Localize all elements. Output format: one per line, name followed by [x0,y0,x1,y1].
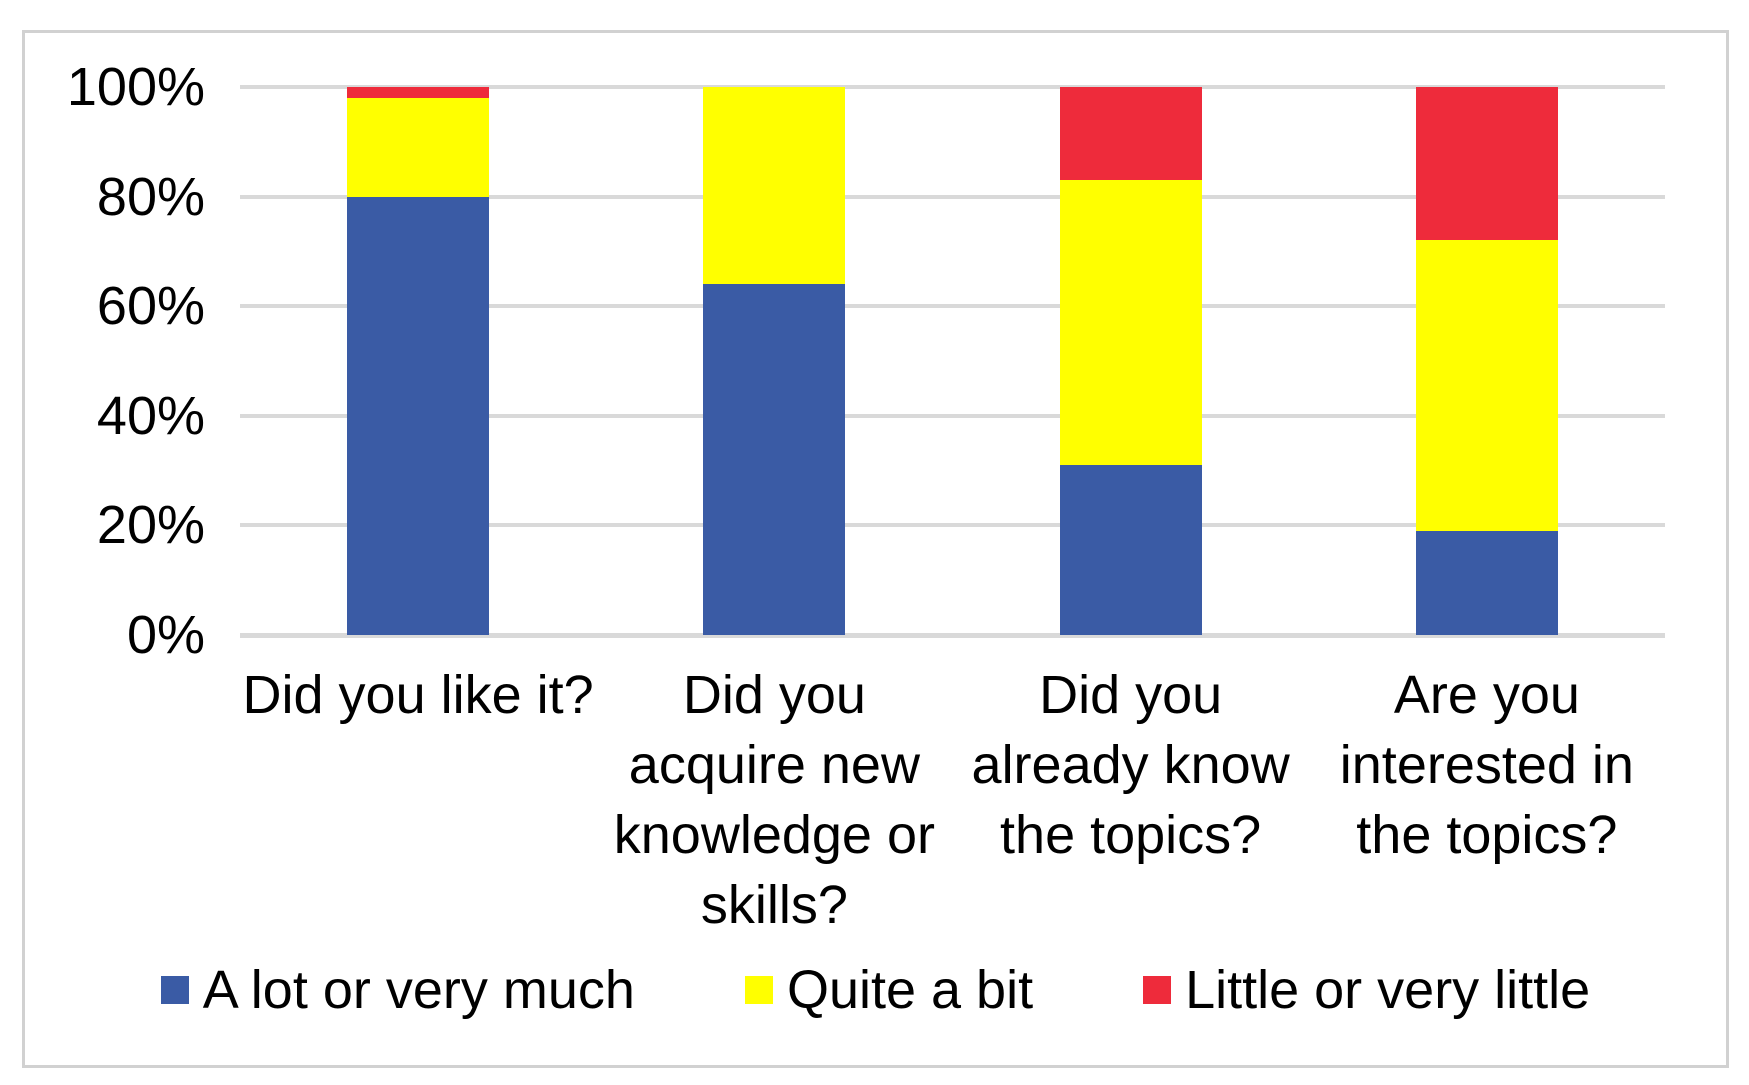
category-label-line: skills? [700,875,848,935]
legend-label: Quite a bit [786,960,1034,1020]
legend-swatch [160,976,189,1004]
y-tick-label: 100% [66,57,205,117]
legend-item: A lot or very much [160,959,635,1021]
category-label: Did you like it? [230,660,606,730]
category-label-line: the topics? [1356,805,1618,865]
bar-segment [1415,530,1558,635]
category-label: Are you interested in the topics? [1299,660,1675,870]
bar-segment [1059,465,1202,635]
category-label-line: the topics? [1000,805,1262,865]
bar-segment [703,87,846,285]
y-tick-label: 80% [96,166,205,227]
category-label-line: Are you [1393,665,1580,725]
legend-item: Little or very little [1143,959,1590,1021]
gridline [240,85,1665,89]
y-tick-label: 20% [96,495,205,556]
legend-swatch [1143,976,1172,1004]
legend-label: A lot or very much [202,960,635,1020]
bar-segment [347,97,490,197]
y-tick-label: 0% [126,605,205,665]
category-label-line: acquire new [628,735,920,795]
legend: A lot or very much Quite a bit Little or v… [22,952,1729,1028]
bar-segment [703,284,846,635]
gridline [240,304,1665,309]
category-label-line: already know [971,735,1290,795]
bar-segment [1415,87,1558,241]
y-tick-label: 60% [96,276,205,337]
category-label: Did you already know the topics? [943,660,1319,870]
legend-swatch [744,976,773,1004]
category-label-line: Did you [682,665,866,725]
gridline [240,194,1665,199]
bar-segment [1059,180,1202,466]
bar-segment [347,196,490,635]
category-label-line: knowledge or [613,805,935,865]
gridline [240,523,1665,528]
category-label-line: Did you [1039,665,1223,725]
gridline [240,413,1665,418]
legend-item: Quite a bit [744,959,1034,1021]
plot-area [240,85,1665,638]
category-label-line: interested in [1339,735,1634,795]
x-axis-line [240,633,1665,638]
category-label-line: Did you like it? [242,665,594,725]
legend-label: Little or very little [1185,960,1591,1020]
y-tick-label: 40% [96,385,205,446]
bar-segment [347,87,490,98]
bar-segment [1059,87,1202,181]
category-label: Did you acquire new knowledge or skills? [586,660,962,940]
bar-segment [1415,240,1558,531]
